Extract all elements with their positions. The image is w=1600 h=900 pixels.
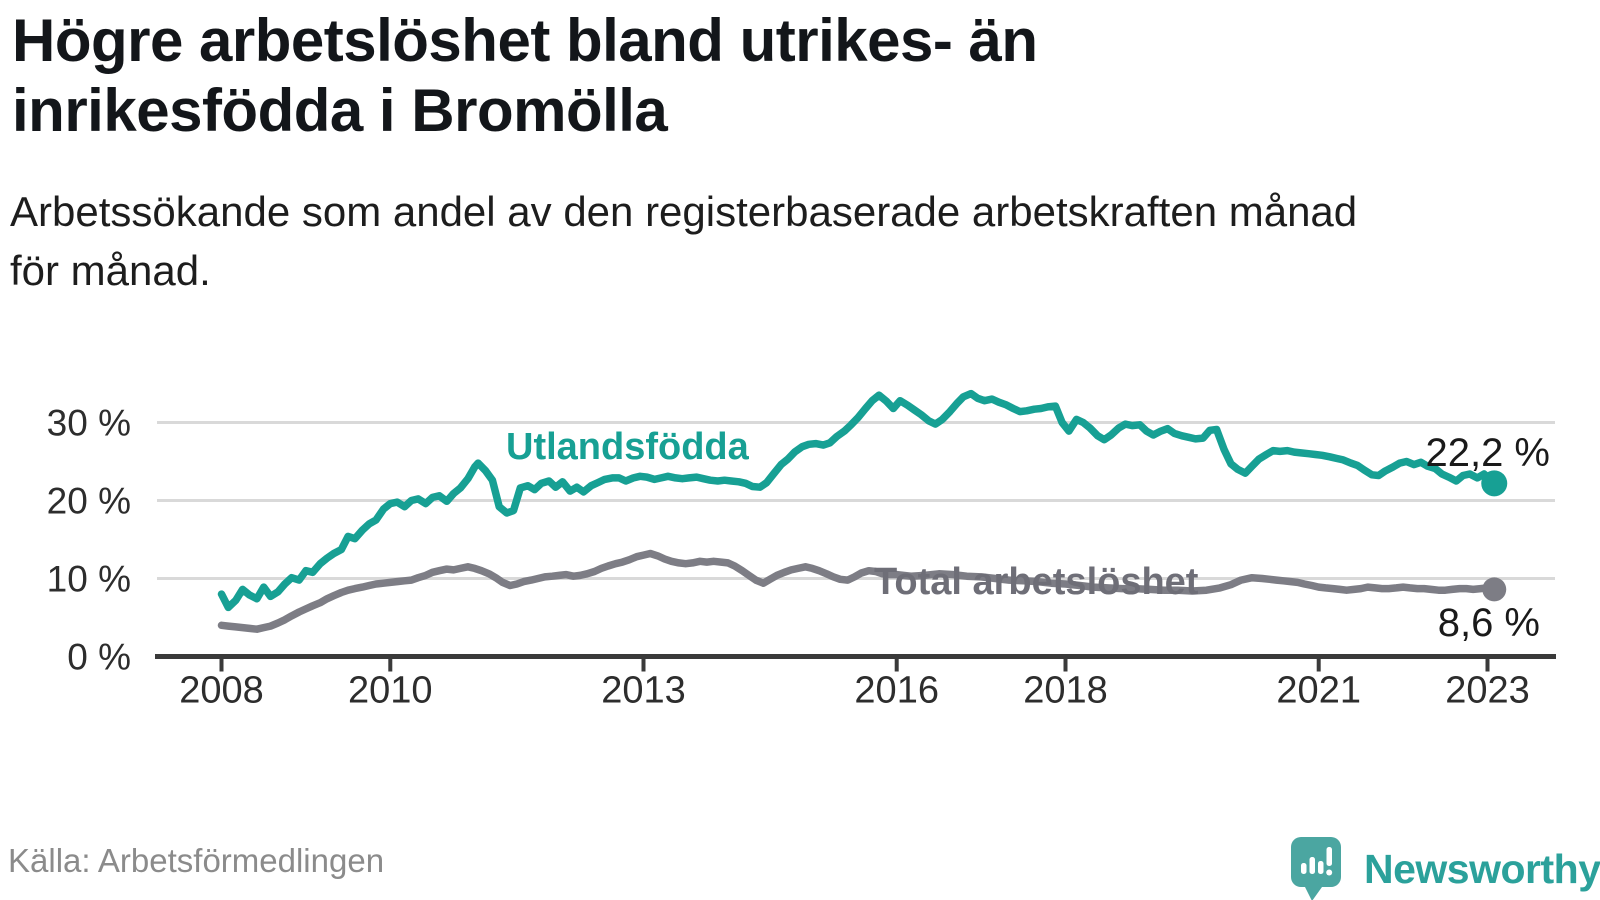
newsworthy-pin-icon	[1291, 837, 1341, 900]
subtitle-line-2: för månad.	[10, 247, 211, 294]
end-value-label-total: 8,6 %	[1437, 601, 1540, 645]
y-tick-label: 10 %	[47, 559, 131, 600]
series-line-0	[217, 389, 1499, 612]
subtitle-line-1: Arbetssökande som andel av den registerb…	[10, 188, 1358, 235]
series-label-utlandsfodda: Utlandsfödda	[506, 426, 749, 468]
newsworthy-logo: Newsworthy	[1290, 836, 1600, 900]
series-end-dot-1	[1482, 577, 1507, 602]
y-tick-label: 20 %	[47, 481, 131, 522]
source-note: Källa: Arbetsförmedlingen	[8, 842, 385, 879]
x-tick-label: 2010	[348, 670, 433, 712]
series-line-1	[217, 549, 1499, 633]
x-tick-label: 2013	[601, 670, 686, 712]
newsworthy-wordmark: Newsworthy	[1364, 846, 1600, 892]
x-tick-label: 2018	[1023, 670, 1108, 712]
x-tick-label: 2023	[1445, 670, 1530, 712]
x-tick-label: 2016	[854, 670, 939, 712]
x-tick-label: 2021	[1276, 670, 1361, 712]
series-label-total-arbetsloshet: Total arbetslöshet	[874, 561, 1199, 603]
page-title: Högre arbetslöshet bland utrikes- än inr…	[12, 6, 1412, 146]
title-line-2: inrikesfödda i Bromölla	[12, 77, 668, 144]
title-line-1: Högre arbetslöshet bland utrikes- än	[12, 7, 1038, 74]
end-value-label-utlandsfodda: 22,2 %	[1425, 431, 1550, 475]
x-tick-label: 2008	[179, 670, 264, 712]
y-tick-label: 0 %	[67, 637, 131, 678]
series-end-dot-0	[1481, 470, 1508, 497]
y-tick-label: 30 %	[47, 403, 131, 444]
chart-subtitle: Arbetssökande som andel av den registerb…	[10, 182, 1570, 300]
